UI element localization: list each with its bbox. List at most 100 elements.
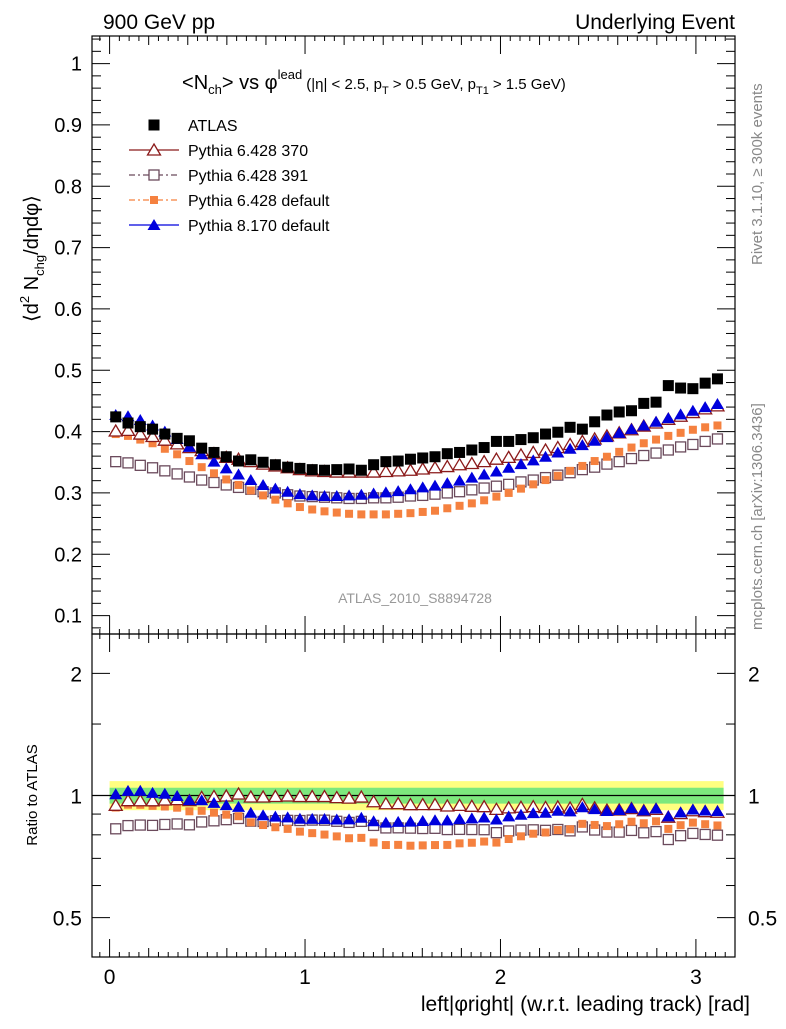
ratio-point-p6def <box>394 840 403 849</box>
ratio-point-p8 <box>367 815 381 827</box>
point-p370 <box>476 454 492 468</box>
point-p6def <box>308 505 317 514</box>
ratio-point-p8 <box>182 794 196 806</box>
ratio-point-p8 <box>305 812 319 824</box>
point-p6def <box>443 504 452 513</box>
point-p6def <box>541 476 550 485</box>
point-p8 <box>317 490 331 501</box>
point-p8 <box>391 485 405 497</box>
point-atlas <box>490 435 502 447</box>
point-p370 <box>378 464 394 478</box>
point-p6def <box>627 443 636 452</box>
point-p6def <box>578 461 587 470</box>
ylabel-a: ⟨d <box>21 303 43 322</box>
point-p6def <box>590 457 599 466</box>
ratio-point-p391 <box>134 819 146 831</box>
y-tick-label: 0.5 <box>54 360 82 382</box>
point-p6def <box>160 444 169 453</box>
ratio-point-p370 <box>316 789 333 803</box>
point-p370 <box>451 457 468 471</box>
point-p8 <box>612 426 626 438</box>
point-atlas <box>540 428 552 440</box>
ratio-point-p391 <box>625 824 638 837</box>
ratio-point-p6def <box>713 821 722 830</box>
ratio-point-p8 <box>232 800 246 812</box>
point-p6def <box>492 492 501 501</box>
legend-marker-p8 <box>147 219 161 230</box>
point-p8 <box>674 408 688 420</box>
point-p370 <box>464 456 480 470</box>
point-atlas <box>466 444 478 456</box>
point-p370 <box>439 459 455 473</box>
ratio-point-p391 <box>183 819 196 831</box>
ratio-point-p8 <box>539 806 553 818</box>
ratio-point-p370 <box>255 789 271 803</box>
ratio-point-p6def <box>492 838 501 847</box>
ratio-point-p8 <box>330 813 344 825</box>
main-ylabel: ⟨d2 Nchg/dηdφ⟩ <box>17 195 47 322</box>
point-p6def <box>381 510 390 519</box>
ratio-point-p391 <box>171 818 183 830</box>
y-tick-label: 0.2 <box>54 544 82 566</box>
point-p391 <box>171 468 183 480</box>
point-p6def <box>394 509 403 518</box>
point-p8 <box>698 401 712 413</box>
ratio-point-p6def <box>590 820 599 829</box>
ratio-point-p370 <box>304 789 320 803</box>
ratio-point-p8 <box>379 816 393 828</box>
rivet-label: Rivet 3.1.10, ≥ 300k events <box>749 83 766 265</box>
point-p6def <box>357 510 366 519</box>
ratio-point-p391 <box>478 824 490 836</box>
point-atlas <box>171 432 183 444</box>
ratio-point-p8 <box>268 810 282 822</box>
point-p6def <box>602 452 611 461</box>
ratio-point-p370 <box>451 798 468 812</box>
ratio-point-p6def <box>406 841 415 850</box>
y-tick-label: 0.8 <box>54 176 82 198</box>
point-p391 <box>699 435 711 448</box>
ratio-point-p391 <box>441 823 453 836</box>
legend-label-atlas: ATLAS <box>188 118 238 135</box>
ratio-point-p8 <box>317 812 331 824</box>
point-p6def <box>345 509 354 518</box>
point-p8 <box>232 468 246 480</box>
title-t1: T1 <box>476 85 489 97</box>
ratio-point-p370 <box>390 796 406 810</box>
point-p391 <box>466 484 478 496</box>
ratio-point-p370 <box>243 789 259 803</box>
point-p391 <box>674 441 687 453</box>
point-p6def <box>553 471 562 480</box>
ratio-point-p8 <box>649 802 663 814</box>
point-atlas <box>478 442 490 454</box>
ratio-point-p391 <box>159 818 171 831</box>
point-p370 <box>488 451 505 465</box>
ratio-point-p6def <box>615 820 624 829</box>
point-p8 <box>624 423 638 435</box>
point-atlas <box>355 464 367 476</box>
point-p8 <box>207 455 221 467</box>
point-p8 <box>489 465 503 477</box>
point-p370 <box>120 423 136 437</box>
point-p370 <box>144 429 161 443</box>
ratio-point-p8 <box>121 784 135 796</box>
point-p391 <box>625 452 638 465</box>
point-p8 <box>465 471 479 483</box>
point-p391 <box>110 456 122 468</box>
title-t: T <box>382 85 389 97</box>
legend-marker-p391 <box>148 169 160 181</box>
point-p8 <box>305 489 319 501</box>
point-atlas <box>269 459 281 471</box>
ratio-point-p6def <box>541 828 550 837</box>
point-p6def <box>320 507 329 516</box>
ratio-point-p6def <box>222 810 231 819</box>
point-p8 <box>367 487 381 499</box>
point-atlas <box>110 411 122 423</box>
point-p6def <box>259 491 268 500</box>
point-atlas <box>392 455 404 467</box>
point-p391 <box>650 447 662 459</box>
point-p8 <box>453 474 467 486</box>
ratio-point-p370 <box>439 798 455 812</box>
ratio-point-p391 <box>208 815 220 827</box>
ratio-point-p6def <box>160 802 169 811</box>
ratio-point-p8 <box>403 815 417 827</box>
